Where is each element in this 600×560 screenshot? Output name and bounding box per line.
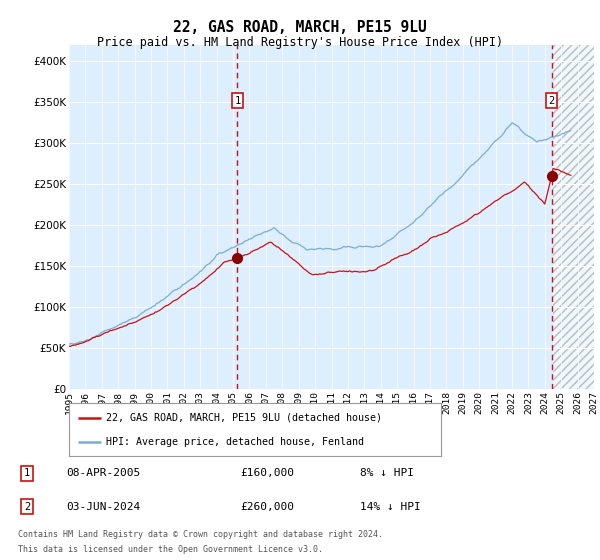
Text: Contains HM Land Registry data © Crown copyright and database right 2024.: Contains HM Land Registry data © Crown c… [18,530,383,539]
Text: This data is licensed under the Open Government Licence v3.0.: This data is licensed under the Open Gov… [18,545,323,554]
Text: Price paid vs. HM Land Registry's House Price Index (HPI): Price paid vs. HM Land Registry's House … [97,36,503,49]
Text: £160,000: £160,000 [240,468,294,478]
Text: £260,000: £260,000 [240,502,294,512]
Bar [553,45,594,389]
Text: 2: 2 [548,96,555,106]
Bar [553,45,594,389]
Text: HPI: Average price, detached house, Fenland: HPI: Average price, detached house, Fenl… [106,437,364,447]
Text: 22, GAS ROAD, MARCH, PE15 9LU (detached house): 22, GAS ROAD, MARCH, PE15 9LU (detached … [106,413,382,423]
Text: 8% ↓ HPI: 8% ↓ HPI [360,468,414,478]
Text: 1: 1 [235,96,241,106]
Text: 03-JUN-2024: 03-JUN-2024 [66,502,140,512]
Text: 22, GAS ROAD, MARCH, PE15 9LU: 22, GAS ROAD, MARCH, PE15 9LU [173,20,427,35]
Text: 1: 1 [24,468,30,478]
Text: 08-APR-2005: 08-APR-2005 [66,468,140,478]
Text: 14% ↓ HPI: 14% ↓ HPI [360,502,421,512]
Text: 2: 2 [24,502,30,512]
